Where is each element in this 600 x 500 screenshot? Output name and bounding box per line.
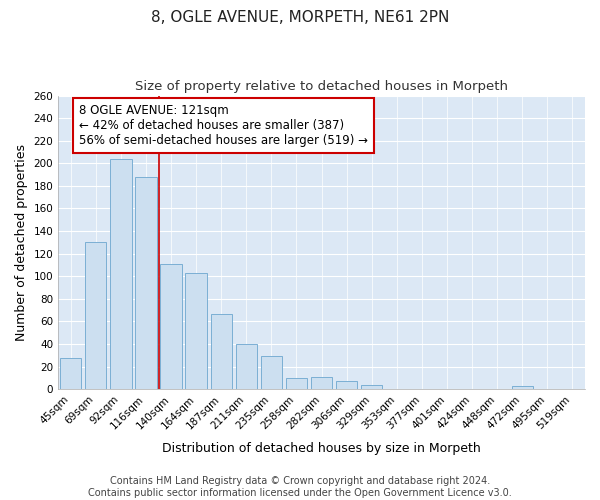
Y-axis label: Number of detached properties: Number of detached properties [15, 144, 28, 341]
Bar [136, 177, 157, 389]
Text: 8, OGLE AVENUE, MORPETH, NE61 2PN: 8, OGLE AVENUE, MORPETH, NE61 2PN [151, 10, 449, 25]
Bar [160, 264, 182, 389]
Bar [60, 358, 82, 389]
Title: Size of property relative to detached houses in Morpeth: Size of property relative to detached ho… [135, 80, 508, 93]
Bar [236, 344, 257, 389]
Bar [185, 273, 207, 389]
Bar [286, 378, 307, 389]
Bar [311, 376, 332, 389]
Bar [336, 382, 358, 389]
Bar [261, 356, 282, 389]
Bar [211, 314, 232, 389]
X-axis label: Distribution of detached houses by size in Morpeth: Distribution of detached houses by size … [162, 442, 481, 455]
Bar [512, 386, 533, 389]
Bar [110, 159, 131, 389]
Text: 8 OGLE AVENUE: 121sqm
← 42% of detached houses are smaller (387)
56% of semi-det: 8 OGLE AVENUE: 121sqm ← 42% of detached … [79, 104, 368, 148]
Bar [361, 384, 382, 389]
Text: Contains HM Land Registry data © Crown copyright and database right 2024.
Contai: Contains HM Land Registry data © Crown c… [88, 476, 512, 498]
Bar [85, 242, 106, 389]
